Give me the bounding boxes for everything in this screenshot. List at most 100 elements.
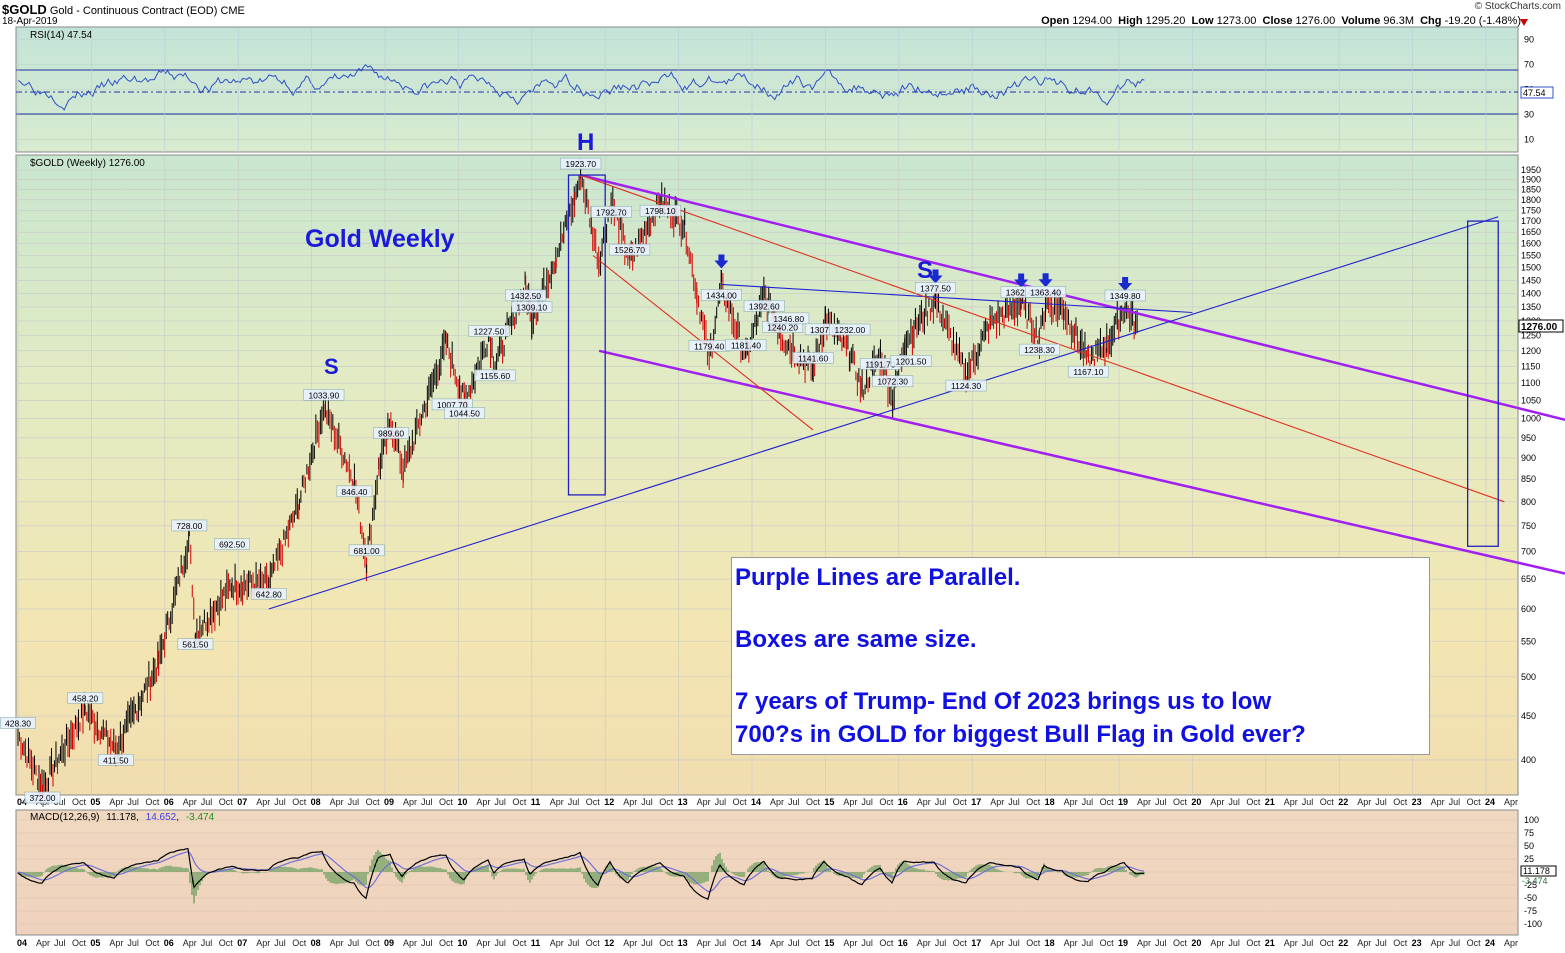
- x-month-label: Jul: [715, 797, 727, 807]
- x-month-label: Oct: [586, 938, 601, 948]
- measure-boxes: [567, 174, 1499, 547]
- x-month-label: Apr: [476, 797, 490, 807]
- x-month-label: Jul: [494, 797, 506, 807]
- annotation-line-1: Purple Lines are Parallel.: [735, 564, 1021, 591]
- price-tick-label: 1950: [1521, 165, 1541, 175]
- x-year-label: 23: [1412, 797, 1422, 807]
- x-year-label: 14: [751, 938, 761, 948]
- x-month-label: Apr: [843, 938, 857, 948]
- trendline-blue-rising: [268, 216, 1499, 610]
- price-point-label: 1044.50: [449, 409, 480, 419]
- x-month-label: Oct: [512, 797, 527, 807]
- price-axis: 400 450 500 550 600 650 700 750 800 850 900 950 1000…: [1521, 165, 1541, 765]
- trendline-extension: [1516, 561, 1565, 575]
- x-month-label: Jul: [1082, 797, 1094, 807]
- x-month-label: Jul: [348, 797, 360, 807]
- x-month-label: Oct: [219, 797, 234, 807]
- x-month-label: Oct: [1320, 797, 1335, 807]
- annotation-line-3: 7 years of Trump- End Of 2023 brings us …: [735, 688, 1272, 715]
- rsi-tick-label: 70: [1524, 60, 1534, 70]
- x-month-label: Apr: [1137, 797, 1151, 807]
- x-year-label: 15: [824, 938, 834, 948]
- macd-tick-label: 75: [1524, 828, 1534, 838]
- price-point-label: 1201.50: [896, 356, 927, 366]
- price-tick-label: 900: [1521, 453, 1536, 463]
- price-tick-label: 1600: [1521, 239, 1541, 249]
- macd-label-value: 11.178: [106, 812, 136, 823]
- x-month-label: Apr: [1064, 938, 1078, 948]
- price-point-label: 428.30: [5, 719, 31, 729]
- x-month-label: Apr: [623, 938, 637, 948]
- price-point-label: 681.00: [354, 546, 380, 556]
- price-label-bg: [743, 300, 785, 312]
- price-point-label: 1072.30: [877, 377, 908, 387]
- x-year-label: 19: [1118, 797, 1128, 807]
- x-month-label: Apr: [1210, 938, 1224, 948]
- x-year-label: 12: [604, 797, 614, 807]
- price-point-label: 1434.00: [706, 290, 737, 300]
- x-month-label: Oct: [1100, 938, 1115, 948]
- x-month-label: Apr: [990, 797, 1004, 807]
- x-month-label: Oct: [1320, 938, 1335, 948]
- x-year-label: 20: [1191, 797, 1201, 807]
- price-tick-label: 1200: [1521, 346, 1541, 356]
- macd-tick-label: 25: [1524, 854, 1534, 864]
- close-label: Close: [1262, 15, 1293, 27]
- price-label-bg: [945, 379, 987, 392]
- macd-tick-label: -75: [1524, 906, 1537, 916]
- high-value: 1295.20: [1145, 15, 1186, 27]
- price-label-bg: [768, 312, 810, 325]
- x-month-label: Oct: [659, 938, 674, 948]
- down-arrow-icon: [1118, 277, 1133, 292]
- price-point-label: 1432.50: [510, 291, 541, 301]
- header-description: Gold - Continuous Contract (EOD): [49, 5, 218, 17]
- x-month-label: Oct: [733, 938, 748, 948]
- price-point-label: 1392.60: [749, 301, 780, 311]
- x-month-label: Oct: [439, 938, 454, 948]
- price-label-bg: [303, 389, 345, 401]
- x-year-label: 24: [1485, 938, 1495, 948]
- price-label-bg: [373, 427, 410, 439]
- head-marker-h: H: [577, 129, 595, 156]
- x-month-label: Jul: [1449, 797, 1461, 807]
- x-year-label: 06: [164, 797, 174, 807]
- x-year-label: 09: [384, 797, 394, 807]
- x-month-label: Apr: [697, 797, 711, 807]
- price-tick-label: 850: [1521, 474, 1536, 484]
- price-point-label: 1124.30: [951, 381, 981, 391]
- x-month-label: Jul: [1302, 938, 1314, 948]
- x-year-label: 22: [1338, 797, 1348, 807]
- x-year-label: 21: [1265, 797, 1275, 807]
- x-month-label: Jul: [1449, 938, 1461, 948]
- x-month-label: Jul: [1375, 938, 1387, 948]
- price-point-label: 1346.80: [773, 314, 804, 324]
- x-month-label: Apr: [770, 797, 784, 807]
- price-tick-label: 1750: [1521, 205, 1541, 215]
- x-month-label: Oct: [1026, 938, 1041, 948]
- price-label-bg: [1067, 365, 1109, 378]
- price-point-labels: 428.30 372.00 458.20 411.50 728.00 561.50 692.…: [0, 157, 1146, 804]
- price-label-bg: [177, 638, 214, 650]
- volume-value: 96.3M: [1383, 15, 1414, 27]
- down-arrow-icon: [928, 269, 943, 284]
- x-month-label: Apr: [1284, 797, 1298, 807]
- x-year-label: 17: [971, 797, 981, 807]
- x-month-label: Apr: [1431, 797, 1445, 807]
- x-month-label: Jul: [348, 938, 360, 948]
- price-x-axis: 04AprJulOct05AprJulOct06AprJulOct07AprJu…: [17, 797, 1518, 807]
- x-year-label: 04: [17, 938, 27, 948]
- price-label-bg: [700, 289, 742, 301]
- x-month-label: Oct: [953, 938, 968, 948]
- x-month-label: Oct: [659, 797, 674, 807]
- x-month-label: Jul: [1302, 797, 1314, 807]
- x-month-label: Jul: [1375, 797, 1387, 807]
- x-year-label: 11: [531, 938, 541, 948]
- x-year-label: 12: [604, 938, 614, 948]
- annotation-box: Purple Lines are Parallel. Boxes are sam…: [731, 557, 1430, 755]
- x-year-label: 08: [311, 797, 321, 807]
- price-label-bg: [590, 206, 632, 218]
- x-month-label: Oct: [806, 797, 821, 807]
- x-month-label: Oct: [145, 938, 160, 948]
- price-point-label: 1526.70: [614, 245, 645, 255]
- x-year-label: 17: [971, 938, 981, 948]
